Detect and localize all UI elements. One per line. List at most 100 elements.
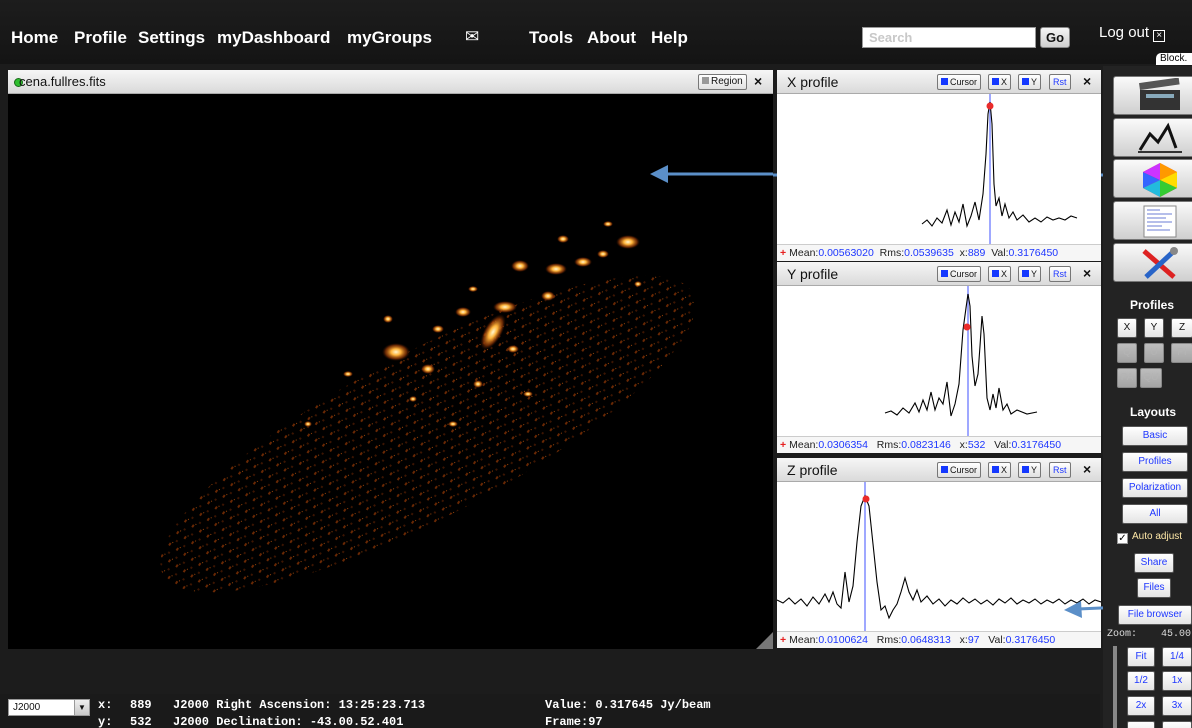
checkbox-checked-icon[interactable]: ✓ — [1117, 533, 1128, 544]
nav-mygroups[interactable]: myGroups — [347, 28, 433, 47]
layout-basic-button[interactable]: Basic — [1122, 426, 1188, 446]
zoom-quarter-button[interactable]: 1/4 — [1162, 647, 1192, 667]
plus-icon[interactable]: + — [780, 634, 787, 646]
nav-settings[interactable]: Settings — [138, 28, 206, 47]
x-profile-x-button[interactable]: X — [988, 74, 1012, 90]
profile-pa-button[interactable]: PA — [1117, 368, 1137, 388]
x-profile-y-button[interactable]: Y — [1018, 74, 1042, 90]
pixel-value-readout: Value: 0.317645 Jy/beam — [545, 698, 711, 712]
profile-pi-button[interactable]: PI — [1171, 343, 1192, 363]
y-profile-close-button[interactable]: × — [1083, 265, 1092, 281]
plus-icon[interactable]: + — [780, 247, 787, 259]
profile-y-button[interactable]: Y — [1144, 318, 1164, 338]
y-profile-stats: + Mean:0.0306354 Rms:0.0823146 x:532 Val:… — [777, 436, 1101, 453]
zoom-3x-button[interactable]: 3x — [1162, 696, 1192, 716]
search-input[interactable]: Search — [862, 27, 1036, 48]
nav-home[interactable]: Home — [11, 28, 59, 47]
image-panel-close-button[interactable]: × — [754, 73, 763, 89]
nav-tools[interactable]: Tools — [529, 28, 574, 47]
z-profile-rst-button[interactable]: Rst — [1049, 462, 1071, 478]
movie-clapper-icon[interactable] — [1113, 76, 1192, 115]
profile-qu-button[interactable]: QU — [1140, 368, 1162, 388]
x-profile-plot[interactable] — [777, 94, 1101, 244]
nav-mydashboard[interactable]: myDashboard — [217, 28, 331, 47]
z-profile-y-button[interactable]: Y — [1018, 462, 1042, 478]
block-tab[interactable]: Block. — [1156, 53, 1192, 65]
y-profile-rst-button[interactable]: Rst — [1049, 266, 1071, 282]
layout-polarization-button[interactable]: Polarization — [1122, 478, 1188, 498]
top-navigation-bar: Home Profile Settings myDashboard myGrou… — [0, 0, 1192, 65]
y-profile-y-button[interactable]: Y — [1018, 266, 1042, 282]
zoom-slider-track[interactable] — [1113, 646, 1117, 728]
rms-label: Rms: — [876, 634, 902, 646]
coordinate-system-select[interactable]: J2000 ▼ — [8, 699, 90, 716]
zoom-2x-button[interactable]: 2x — [1127, 696, 1155, 716]
z-profile-curve — [776, 482, 1102, 631]
blue-square-icon — [1022, 270, 1029, 277]
y-profile-plot[interactable] — [777, 286, 1101, 436]
auto-adjust-label: Auto adjust — [1132, 531, 1183, 542]
logout-link[interactable]: Log out × — [1099, 24, 1166, 42]
zoom-fit-button[interactable]: Fit — [1127, 647, 1155, 667]
y-profile-cursor-button[interactable]: Cursor — [937, 266, 982, 282]
layout-profiles-button[interactable]: Profiles — [1122, 452, 1188, 472]
profile-z-button[interactable]: Z — [1171, 318, 1192, 338]
y-profile-header: Y profile Cursor X Y Rst × — [777, 262, 1101, 286]
zoom-1x-button[interactable]: 1x — [1162, 671, 1192, 691]
zoom-readout: Zoom: 45.00 — [1107, 629, 1191, 640]
image-panel-header: cena.fullres.fits Region × — [8, 70, 773, 94]
z-profile-cursor-button[interactable]: Cursor — [937, 462, 982, 478]
region-button[interactable]: Region — [698, 74, 747, 90]
z-profile-plot[interactable] — [776, 482, 1102, 631]
status-dot-icon — [14, 78, 23, 87]
y-profile-x-button[interactable]: X — [988, 266, 1012, 282]
zoom-label: Zoom: — [1107, 629, 1138, 640]
chevron-down-icon: ▼ — [74, 700, 89, 715]
zoom-more-button-b[interactable] — [1162, 721, 1192, 728]
auto-adjust-toggle[interactable]: ✓ Auto adjust — [1117, 531, 1182, 544]
zoom-half-button[interactable]: 1/2 — [1127, 671, 1155, 691]
zoom-more-button-a[interactable] — [1127, 721, 1155, 728]
blue-square-icon — [1022, 466, 1029, 473]
nav-about[interactable]: About — [587, 28, 637, 47]
tools-icon[interactable] — [1113, 243, 1192, 282]
x-profile-stats: + Mean:0.00563020 Rms:0.0539635 x:889 Val… — [777, 244, 1101, 261]
plus-icon[interactable]: + — [780, 439, 787, 451]
coord-value: 532 — [967, 439, 986, 451]
files-button[interactable]: Files — [1137, 578, 1171, 598]
coord-label: x: — [959, 247, 968, 259]
y-profile-title: Y profile — [787, 266, 839, 282]
file-browser-button[interactable]: File browser — [1118, 605, 1192, 625]
profile-q-button[interactable]: Q — [1117, 343, 1137, 363]
blue-square-icon — [992, 78, 999, 85]
color-hexagon-icon[interactable] — [1113, 159, 1192, 198]
resize-grip-icon[interactable] — [756, 632, 773, 649]
y-label: Y — [1031, 77, 1038, 87]
x-label: x: — [98, 698, 113, 712]
layouts-heading: Layouts — [1130, 405, 1177, 419]
x-profile-close-button[interactable]: × — [1083, 73, 1092, 89]
share-button[interactable]: Share — [1134, 553, 1174, 573]
nav-profile[interactable]: Profile — [74, 28, 127, 47]
blue-square-icon — [992, 270, 999, 277]
fits-image-canvas[interactable] — [8, 94, 773, 649]
mean-label: Mean: — [789, 634, 819, 646]
logout-label: Log out — [1099, 24, 1150, 41]
search-go-button[interactable]: Go — [1040, 27, 1070, 48]
mail-icon[interactable]: ✉ — [465, 27, 480, 46]
z-profile-close-button[interactable]: × — [1083, 461, 1092, 477]
layout-all-button[interactable]: All — [1122, 504, 1188, 524]
line-chart-icon[interactable] — [1113, 118, 1192, 157]
x-profile-rst-button[interactable]: Rst — [1049, 74, 1071, 90]
bright-regions — [304, 221, 642, 427]
nav-help[interactable]: Help — [651, 28, 688, 47]
rms-value: 0.0539635 — [904, 247, 954, 259]
profile-x-button[interactable]: X — [1117, 318, 1137, 338]
profile-u-button[interactable]: U — [1144, 343, 1164, 363]
rms-value: 0.0823146 — [901, 439, 951, 451]
header-list-icon[interactable] — [1113, 201, 1192, 240]
z-profile-x-button[interactable]: X — [988, 462, 1012, 478]
x-profile-cursor-button[interactable]: Cursor — [937, 74, 982, 90]
coord-system-value: J2000 — [13, 702, 41, 713]
